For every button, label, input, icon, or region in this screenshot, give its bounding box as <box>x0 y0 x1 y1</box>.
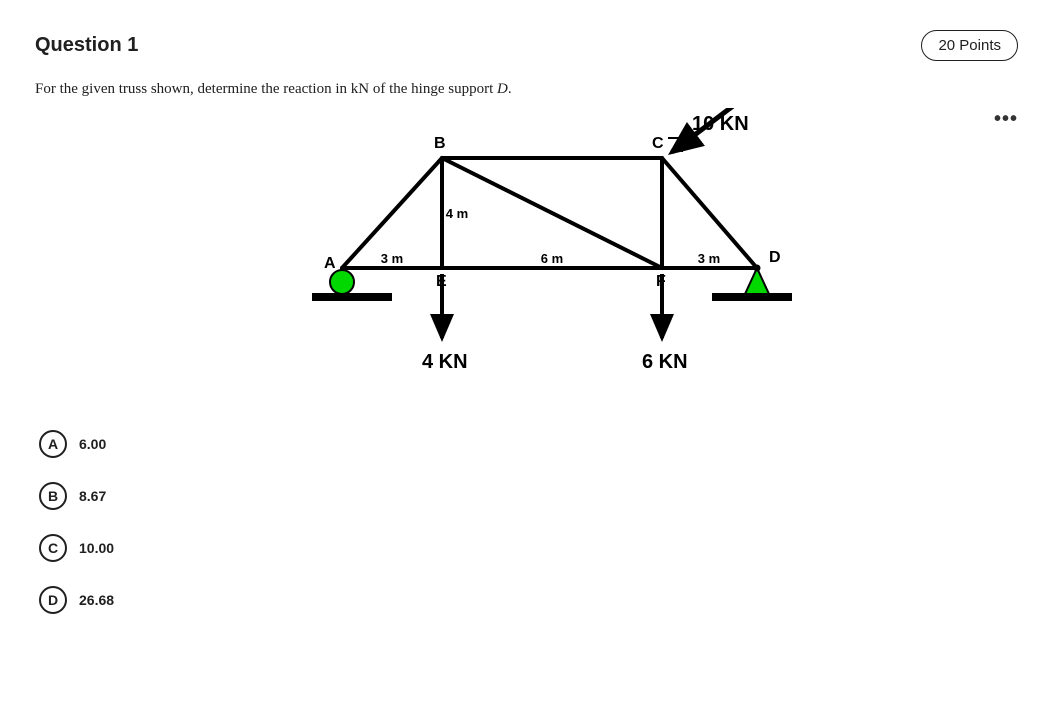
answer-option[interactable]: B 8.67 <box>35 470 1018 522</box>
svg-text:D: D <box>769 249 781 266</box>
more-icon[interactable]: ••• <box>994 108 1018 131</box>
svg-text:4 m: 4 m <box>445 206 467 221</box>
option-letter: A <box>39 430 67 458</box>
points-badge: 20 Points <box>921 30 1018 61</box>
option-letter: B <box>39 482 67 510</box>
option-value: 26.68 <box>79 592 114 608</box>
svg-text:C: C <box>652 135 664 152</box>
truss-diagram: AEBFCD3 m4 m6 m3 m4 KN6 KN10 KN <box>247 108 807 388</box>
svg-text:10 KN: 10 KN <box>692 113 749 135</box>
svg-text:A: A <box>324 255 336 272</box>
svg-text:6 m: 6 m <box>540 251 562 266</box>
answer-option[interactable]: A 6.00 <box>35 418 1018 470</box>
svg-text:6 KN: 6 KN <box>642 351 688 373</box>
prompt-pre: For the given truss shown, determine the… <box>35 81 497 97</box>
option-value: 10.00 <box>79 540 114 556</box>
option-value: 6.00 <box>79 436 106 452</box>
option-letter: C <box>39 534 67 562</box>
svg-text:3 m: 3 m <box>697 251 719 266</box>
answer-option[interactable]: D 26.68 <box>35 574 1018 626</box>
answer-option[interactable]: C 10.00 <box>35 522 1018 574</box>
option-value: 8.67 <box>79 488 106 504</box>
prompt-var: D <box>497 81 508 97</box>
answer-options: A 6.00 B 8.67 C 10.00 D 26.68 <box>35 418 1018 626</box>
svg-text:4 KN: 4 KN <box>422 351 468 373</box>
question-title: Question 1 <box>35 34 138 57</box>
question-prompt: For the given truss shown, determine the… <box>35 81 1018 98</box>
option-letter: D <box>39 586 67 614</box>
svg-text:3 m: 3 m <box>380 251 402 266</box>
svg-text:B: B <box>434 135 446 152</box>
prompt-post: . <box>508 81 512 97</box>
